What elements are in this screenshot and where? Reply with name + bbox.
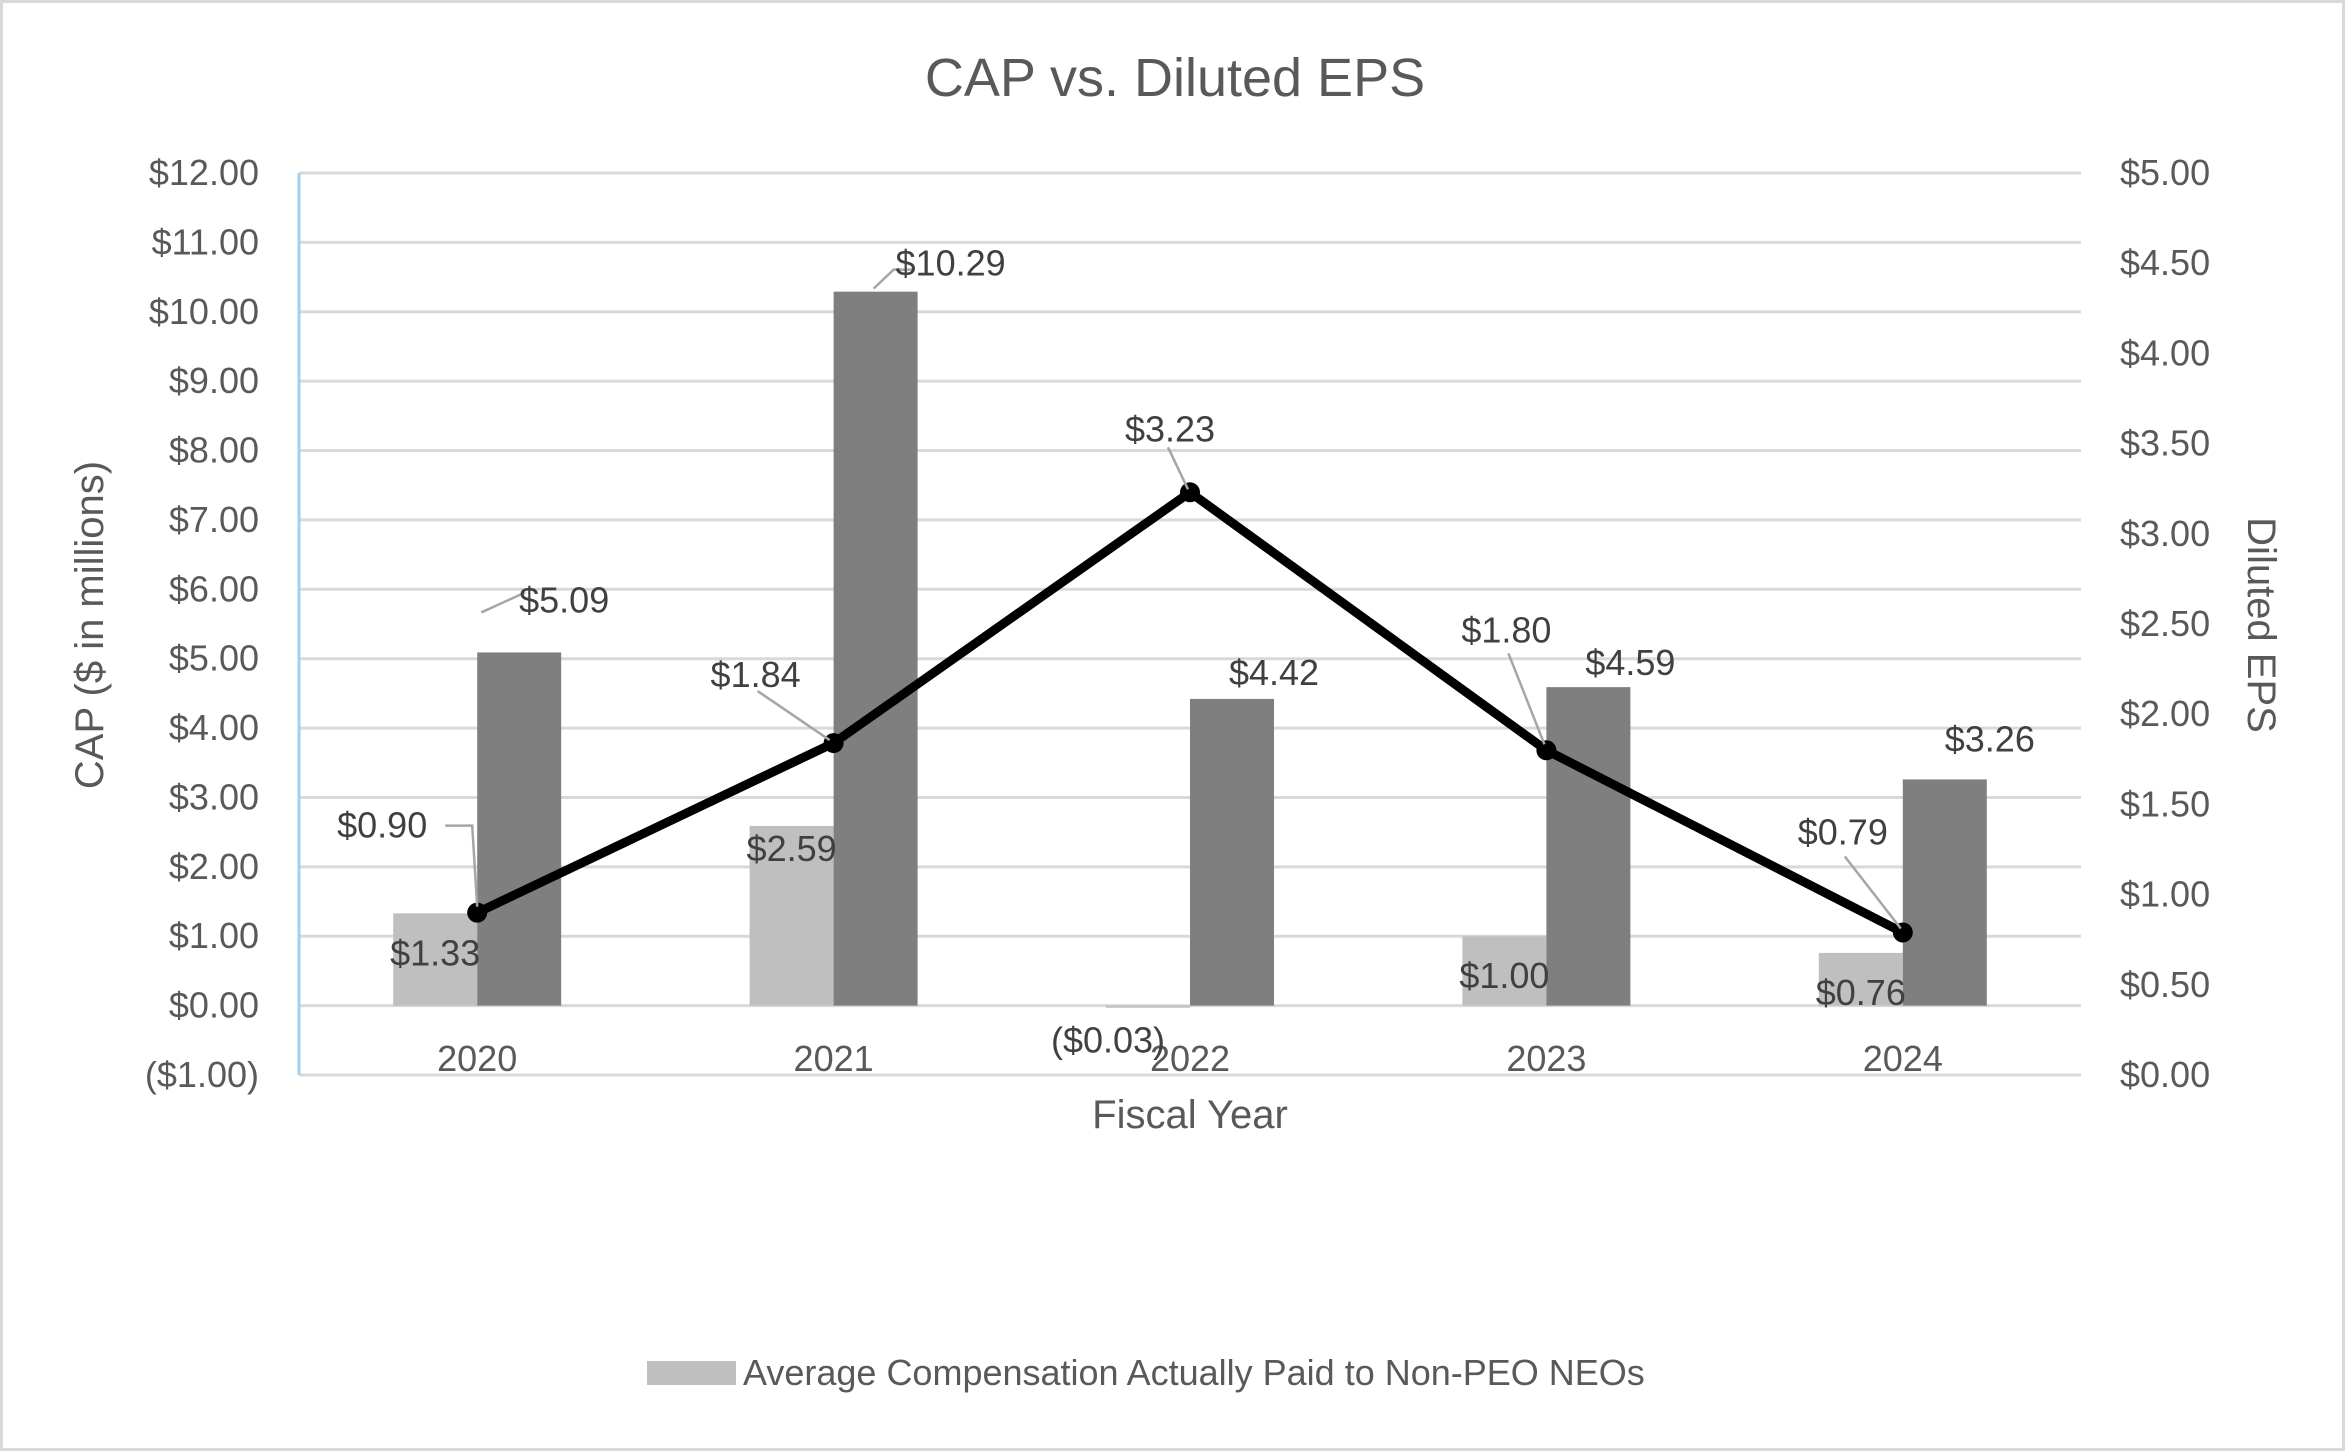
bar-cap-peo	[1546, 687, 1631, 1006]
y2-tick-label: $2.50	[2120, 603, 2210, 644]
eps-marker	[823, 733, 844, 754]
data-label-avg-cap: $1.00	[1459, 955, 1549, 996]
y-axis-title: CAP ($ in millions)	[68, 461, 112, 789]
y-tick-label: $3.00	[169, 776, 259, 817]
x-tick-label: 2022	[1150, 1038, 1230, 1079]
legend-label: Average Compensation Actually Paid to No…	[743, 1352, 1645, 1393]
eps-marker	[467, 902, 488, 923]
data-label-cap-peo: $4.59	[1585, 642, 1675, 683]
y-tick-label: $9.00	[169, 360, 259, 401]
data-label-cap-peo: $10.29	[896, 243, 1006, 284]
bar-cap-peo	[1190, 698, 1274, 1006]
y2-tick-label: $0.50	[2120, 964, 2210, 1005]
y-tick-label: $11.00	[152, 221, 259, 262]
leader-line	[756, 690, 831, 742]
x-axis-ticks: 2020 2021 2022 2023 2024	[437, 1038, 1943, 1079]
eps-marker	[1892, 922, 1913, 943]
bar-avg-cap-non-peo	[1106, 1005, 1190, 1008]
y-tick-label: $0.00	[169, 985, 259, 1026]
legend: Average Compensation Actually Paid to No…	[647, 1352, 1645, 1393]
bar-avg-cap-non-peo	[1462, 936, 1547, 1006]
y2-tick-label: $1.00	[2120, 874, 2210, 915]
eps-marker	[1180, 482, 1200, 503]
data-label-cap-peo: $4.42	[1229, 652, 1319, 693]
data-label-eps: $0.79	[1798, 811, 1888, 852]
x-tick-label: 2020	[437, 1038, 517, 1079]
leader-line	[480, 591, 526, 614]
y2-axis-title: Diluted EPS	[2239, 517, 2283, 733]
bar-cap-peo	[833, 291, 918, 1006]
chart-title: CAP vs. Diluted EPS	[925, 48, 1425, 108]
data-label-avg-cap: $2.59	[747, 828, 837, 869]
y-tick-label: $2.00	[169, 846, 259, 887]
leader-line	[1507, 652, 1546, 745]
leader-lines	[445, 268, 1902, 930]
bar-cap-peo	[1902, 779, 1987, 1006]
y-tick-label: $6.00	[169, 568, 259, 609]
leader-line	[1843, 855, 1902, 930]
x-tick-label: 2024	[1863, 1038, 1943, 1079]
bar-avg-cap-non-peo	[1818, 952, 1903, 1006]
y-tick-label: $7.00	[169, 499, 259, 540]
x-tick-label: 2021	[794, 1038, 874, 1079]
y2-tick-label: $4.50	[2120, 242, 2210, 283]
data-label-eps: $1.80	[1461, 609, 1551, 650]
data-label-cap-peo: $3.26	[1945, 718, 2035, 759]
y2-tick-label: $2.00	[2120, 693, 2210, 734]
bar-cap-peo	[477, 652, 562, 1006]
y-tick-label: $5.00	[169, 638, 259, 679]
y-tick-label: $10.00	[149, 291, 259, 332]
legend-swatch	[647, 1361, 736, 1385]
data-label-eps: $1.84	[711, 654, 801, 695]
leader-line	[872, 268, 914, 290]
data-label-avg-cap: ($0.03)	[1051, 1020, 1165, 1061]
x-axis-title: Fiscal Year	[1092, 1093, 1288, 1137]
bar-avg-cap-non-peo	[393, 913, 478, 1006]
y2-tick-label: $5.00	[2120, 152, 2210, 193]
leader-line	[1166, 446, 1190, 490]
y2-tick-label: $1.50	[2120, 783, 2210, 824]
data-label-eps: $3.23	[1125, 408, 1215, 449]
y2-tick-label: $3.00	[2120, 513, 2210, 554]
data-label-avg-cap: $1.33	[390, 932, 480, 973]
y2-tick-label: $3.50	[2120, 423, 2210, 464]
chart-svg: CAP vs. Diluted EPS ($1.00) $0.00 $1.00 $2.…	[68, 48, 2283, 1393]
right-axis-ticks: $0.00 $0.50 $1.00 $1.50 $2.00 $2.50 $3.00 $3.50…	[2120, 152, 2210, 1095]
data-label-avg-cap: $0.76	[1816, 972, 1906, 1013]
y2-tick-label: $4.00	[2120, 332, 2210, 373]
y-tick-label: $1.00	[169, 915, 259, 956]
y-tick-label: ($1.00)	[145, 1054, 259, 1095]
data-label-cap-peo: $5.09	[519, 579, 609, 620]
y-tick-label: $4.00	[169, 707, 259, 748]
y-tick-label: $8.00	[169, 430, 259, 471]
leader-line	[445, 824, 479, 907]
eps-marker	[1536, 740, 1557, 761]
y2-tick-label: $0.00	[2120, 1054, 2210, 1095]
data-labels: $1.33 $5.09 $0.90 $2.59 $10.29 $1.84 ($0.03) $4…	[337, 243, 2035, 1061]
left-axis-ticks: ($1.00) $0.00 $1.00 $2.00 $3.00 $4.00 $5.00 $6.…	[145, 152, 259, 1095]
eps-line-series	[467, 482, 1913, 943]
y-tick-label: $12.00	[149, 152, 259, 193]
x-tick-label: 2023	[1506, 1038, 1586, 1079]
bar-avg-cap-non-peo	[749, 825, 834, 1006]
bars	[393, 291, 1987, 1008]
data-label-eps: $0.90	[337, 805, 427, 846]
